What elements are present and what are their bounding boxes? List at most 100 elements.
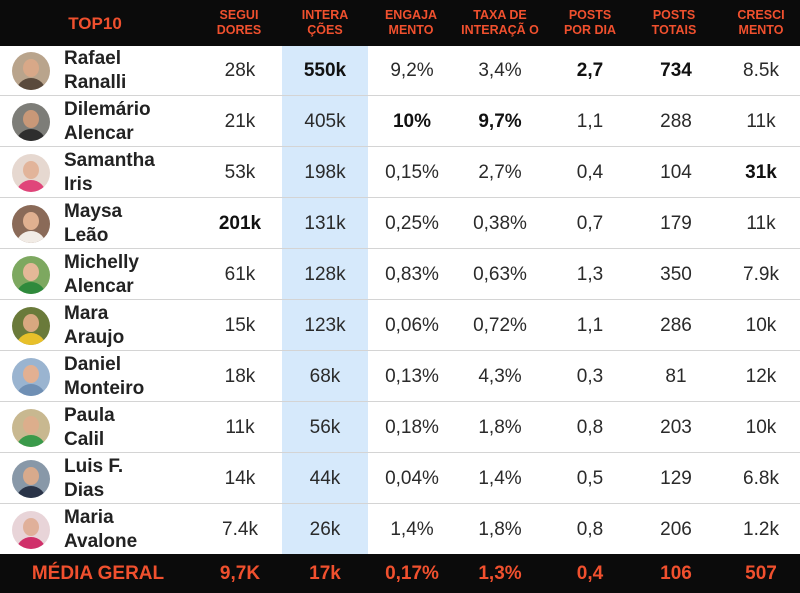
influencer-name: Maria Avalone xyxy=(64,507,138,552)
footer-engajamento: 0,17% xyxy=(385,562,439,584)
interactions-column-highlight xyxy=(282,46,368,554)
header-seguidores: SEGUI DORES xyxy=(216,8,262,37)
avatar xyxy=(12,460,50,498)
table-row: Daniel Monteiro 18k 68k 0,13% 4,3% 0,3 8… xyxy=(0,352,800,402)
avatar xyxy=(12,409,50,447)
avatar xyxy=(12,358,50,396)
avatar xyxy=(12,103,50,141)
influencer-name: Samantha Iris xyxy=(64,150,155,195)
cell-taxa: 4,3% xyxy=(478,366,522,387)
cell-seguidores: 201k xyxy=(218,213,262,234)
cell-interacoes: 68k xyxy=(309,366,341,387)
influencer-name: Dilemário Alencar xyxy=(64,99,151,144)
cell-engajamento: 0,15% xyxy=(385,162,439,183)
footer-posts-totais: 106 xyxy=(660,562,692,584)
header-posts-dia: POSTS POR DIA xyxy=(563,8,617,37)
cell-posts-dia: 0,8 xyxy=(576,417,604,438)
footer-interacoes: 17k xyxy=(309,562,341,584)
cell-seguidores: 28k xyxy=(224,60,256,81)
cell-posts-dia: 0,4 xyxy=(576,162,604,183)
header-interacoes: INTERA ÇÕES xyxy=(301,8,349,37)
cell-crescimento: 31k xyxy=(745,162,777,183)
cell-interacoes: 123k xyxy=(304,315,346,336)
cell-engajamento: 1,4% xyxy=(390,519,434,540)
cell-crescimento: 10k xyxy=(745,315,777,336)
cell-posts-dia: 2,7 xyxy=(576,60,604,81)
cell-seguidores: 15k xyxy=(224,315,256,336)
influencer-name: Maysa Leão xyxy=(64,201,123,246)
cell-posts-totais: 203 xyxy=(660,417,692,438)
header-taxa-interacao: TAXA DE INTERAÇÃ O xyxy=(461,8,539,37)
influencer-name: Mara Araujo xyxy=(64,303,125,348)
cell-seguidores: 61k xyxy=(224,264,256,285)
cell-posts-totais: 350 xyxy=(660,264,692,285)
cell-seguidores: 11k xyxy=(225,417,255,438)
table-row: Samantha Iris 53k 198k 0,15% 2,7% 0,4 10… xyxy=(0,148,800,198)
cell-posts-dia: 1,1 xyxy=(576,111,604,132)
table-row: Rafael Ranalli 28k 550k 9,2% 3,4% 2,7 73… xyxy=(0,46,800,96)
avatar xyxy=(12,511,50,549)
cell-posts-dia: 1,1 xyxy=(576,315,604,336)
cell-engajamento: 0,13% xyxy=(385,366,439,387)
cell-posts-totais: 288 xyxy=(660,111,692,132)
cell-interacoes: 550k xyxy=(303,60,347,81)
cell-posts-totais: 734 xyxy=(660,60,692,81)
influencer-name: Luis F. Dias xyxy=(64,456,124,501)
avatar xyxy=(12,256,50,294)
header-posts-totais: POSTS TOTAIS xyxy=(651,8,697,37)
cell-taxa: 9,7% xyxy=(478,111,522,132)
ranking-table-body: Rafael Ranalli 28k 550k 9,2% 3,4% 2,7 73… xyxy=(0,46,800,555)
influencer-name: Paula Calil xyxy=(64,405,115,450)
footer-crescimento: 507 xyxy=(745,562,777,584)
cell-taxa: 0,63% xyxy=(473,264,527,285)
cell-posts-totais: 179 xyxy=(660,213,692,234)
cell-taxa: 1,4% xyxy=(478,468,522,489)
cell-crescimento: 8.5k xyxy=(743,60,779,81)
cell-taxa: 2,7% xyxy=(478,162,522,183)
table-row: Dilemário Alencar 21k 405k 10% 9,7% 1,1 … xyxy=(0,97,800,147)
cell-engajamento: 9,2% xyxy=(390,60,434,81)
cell-crescimento: 1.2k xyxy=(743,519,779,540)
cell-engajamento: 10% xyxy=(392,111,432,132)
cell-engajamento: 0,18% xyxy=(385,417,439,438)
cell-interacoes: 26k xyxy=(309,519,341,540)
cell-interacoes: 405k xyxy=(304,111,346,132)
cell-posts-totais: 286 xyxy=(660,315,692,336)
cell-seguidores: 14k xyxy=(224,468,256,489)
footer-seguidores: 9,7K xyxy=(219,562,261,584)
cell-posts-totais: 206 xyxy=(660,519,692,540)
avatar xyxy=(12,154,50,192)
avatar xyxy=(12,205,50,243)
cell-posts-totais: 104 xyxy=(660,162,692,183)
cell-taxa: 1,8% xyxy=(478,417,522,438)
cell-posts-totais: 81 xyxy=(665,366,687,387)
table-row: Luis F. Dias 14k 44k 0,04% 1,4% 0,5 129 … xyxy=(0,454,800,504)
cell-taxa: 0,72% xyxy=(473,315,527,336)
table-row: Paula Calil 11k 56k 0,18% 1,8% 0,8 203 1… xyxy=(0,403,800,453)
header-engajamento: ENGAJA MENTO xyxy=(384,8,438,37)
averages-footer: MÉDIA GERAL 9,7K 17k 0,17% 1,3% 0,4 106 … xyxy=(0,554,800,593)
cell-interacoes: 56k xyxy=(309,417,341,438)
cell-seguidores: 18k xyxy=(224,366,256,387)
cell-interacoes: 198k xyxy=(304,162,346,183)
cell-posts-dia: 0,7 xyxy=(576,213,604,234)
footer-taxa: 1,3% xyxy=(478,562,522,584)
table-row: Mara Araujo 15k 123k 0,06% 0,72% 1,1 286… xyxy=(0,301,800,351)
avatar xyxy=(12,307,50,345)
cell-crescimento: 12k xyxy=(745,366,777,387)
cell-crescimento: 6.8k xyxy=(743,468,779,489)
cell-posts-dia: 1,3 xyxy=(576,264,604,285)
avatar xyxy=(12,52,50,90)
cell-taxa: 3,4% xyxy=(478,60,522,81)
influencer-name: Daniel Monteiro xyxy=(64,354,145,399)
influencer-name: Rafael Ranalli xyxy=(64,48,127,93)
cell-interacoes: 44k xyxy=(309,468,341,489)
cell-interacoes: 128k xyxy=(304,264,346,285)
cell-crescimento: 10k xyxy=(745,417,777,438)
cell-seguidores: 7.4k xyxy=(222,519,258,540)
cell-engajamento: 0,83% xyxy=(385,264,439,285)
cell-taxa: 0,38% xyxy=(473,213,527,234)
influencer-name: Michelly Alencar xyxy=(64,252,139,297)
table-row: Maysa Leão 201k 131k 0,25% 0,38% 0,7 179… xyxy=(0,199,800,249)
cell-posts-dia: 0,8 xyxy=(576,519,604,540)
